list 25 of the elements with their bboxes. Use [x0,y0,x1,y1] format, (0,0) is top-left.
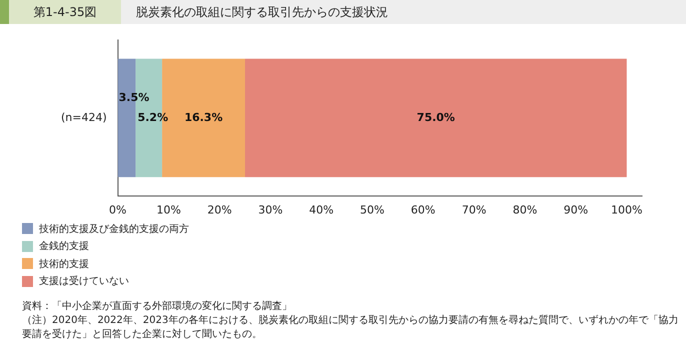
x-tick-label: 20% [207,203,232,216]
x-tick-label: 90% [564,203,588,216]
bar [245,58,627,178]
legend-label: 金銭的支援 [39,240,89,254]
text: （注）2020年、2022年、2023年の各年における、脱炭素化の取組に関する取引先からの協力要請の有無を尋ねた質問で、いずれかの年で「協力要請を受けた」と回答した企業に対して聞いたもの。 [22,314,680,342]
x-tick-label: 100% [611,203,642,216]
chart-subtitle: 第1-4-35図 [9,0,121,24]
x-tick-label: 0% [109,203,126,216]
data-label: 5.2% [138,110,168,124]
x-tick-label: 10% [156,203,181,216]
chart-title: 脱炭素化の取組に関する取引先からの支援状況 [135,4,388,20]
text: 資料：「中小企業が直面する外部環境の変化に関する調査」 [22,300,293,314]
x-tick-label: 30% [258,203,283,216]
legend-label: 支援は受けていない [39,274,129,288]
data-label: 3.5% [118,90,150,104]
x-tick-label: 60% [410,203,436,216]
legend-label: 技術的支援 [39,258,89,271]
x-tick-label: 80% [512,203,538,216]
x-tick-label: 40% [309,203,334,216]
legend-label: 技術的支援及び金銭的支援の両方 [39,222,189,236]
x-tick-label: 70% [462,203,486,216]
y-tick-label: (n=424) [60,110,107,124]
x-tick-label: 50% [360,203,384,216]
data-label: 75.0% [416,110,455,124]
data-label: 16.3% [184,110,223,124]
